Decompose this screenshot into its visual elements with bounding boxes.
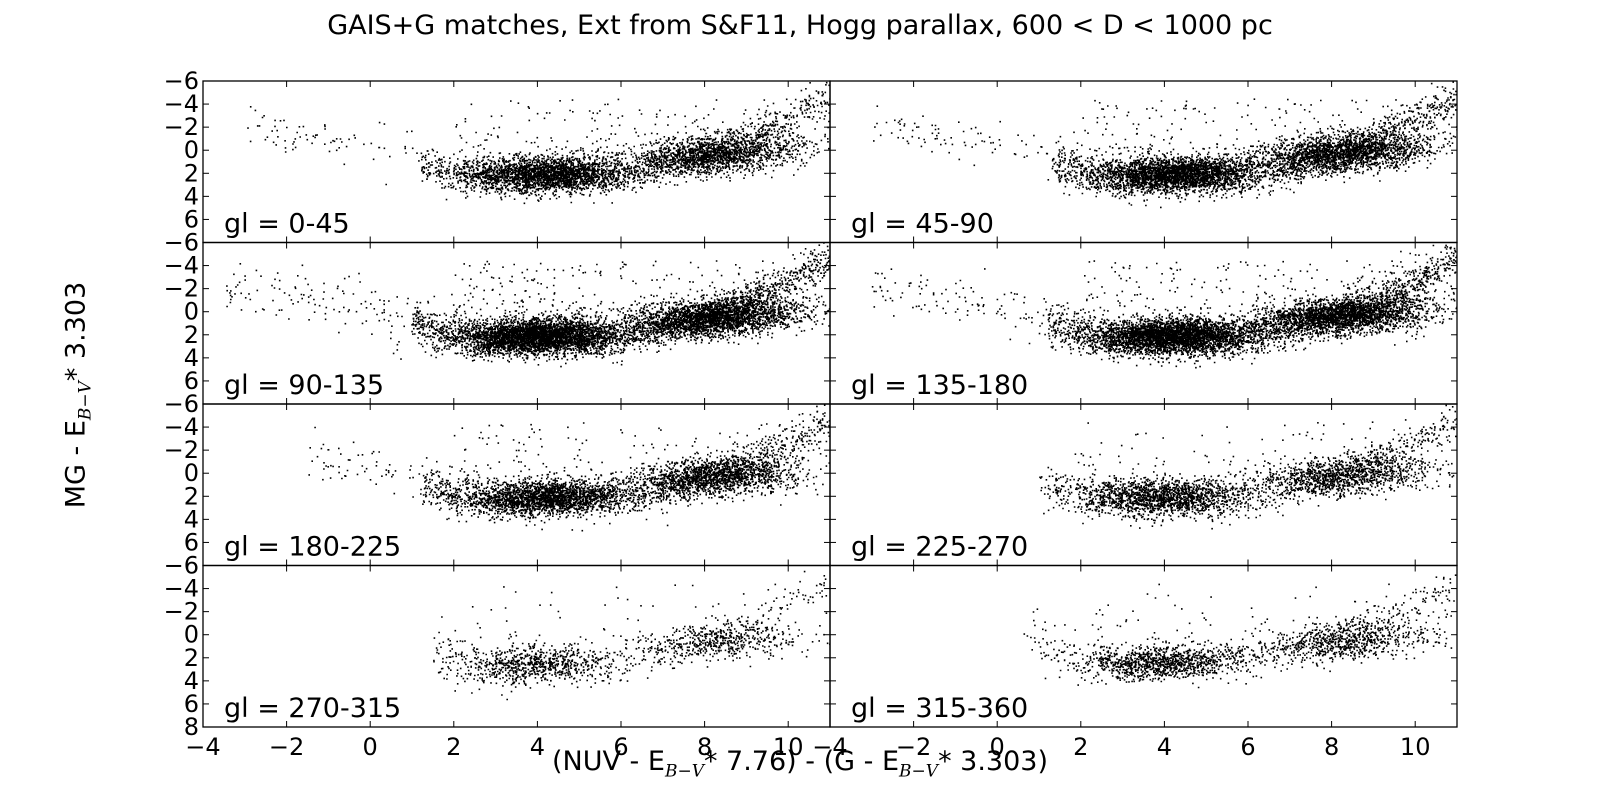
scatter-path <box>1023 574 1457 689</box>
panel-label: gl = 0-45 <box>224 209 350 240</box>
y-tick-label: 0 <box>184 621 199 649</box>
scatter-points <box>433 570 830 701</box>
scatter-points <box>871 244 1457 369</box>
panel-label: gl = 135-180 <box>851 370 1028 401</box>
y-tick-label: −4 <box>164 252 199 280</box>
y-tick-label: 6 <box>184 205 199 233</box>
panel-label: gl = 90-135 <box>224 370 384 401</box>
y-tick-label: −6 <box>164 552 199 580</box>
scatter-points <box>1039 404 1457 530</box>
panel-ticks <box>829 403 1457 566</box>
scatter-path <box>871 244 1457 369</box>
y-tick-label: 4 <box>184 344 199 372</box>
y-tick-label: 2 <box>184 321 199 349</box>
scatter-path <box>1039 404 1457 530</box>
y-tick-label: −6 <box>164 67 199 95</box>
x-axis-label-part1: (NUV - E <box>552 746 665 777</box>
x-tick-label: 0 <box>990 733 1005 761</box>
panel-label: gl = 180-225 <box>224 532 401 563</box>
panel-ticks: −4 −2 0 2 4 6 8 10 <box>812 565 1457 761</box>
panel-4: gl = 135-180 <box>829 241 1458 405</box>
panel-frame <box>829 564 1458 728</box>
y-tick-label: 4 <box>184 182 199 210</box>
y-axis-label: MG - EB−V* 3.303 <box>60 282 95 509</box>
scatter-path <box>873 81 1457 209</box>
y-tick-label: 0 <box>184 298 199 326</box>
x-axis-label-part2: * 7.76) - (G - E <box>703 746 900 777</box>
x-tick-label: −2 <box>269 733 304 761</box>
y-tick-label: −2 <box>164 436 199 464</box>
panel-6: gl = 225-270 <box>829 403 1458 567</box>
y-tick-label: −4 <box>164 413 199 441</box>
x-axis-label: (NUV - EB−V* 7.76) - (G - EB−V* 3.303) <box>0 746 1600 781</box>
y-tick-label: −2 <box>164 598 199 626</box>
panel-label: gl = 45-90 <box>851 209 994 240</box>
y-tick-label: 6 <box>184 690 199 718</box>
panel-8: −4 −2 0 2 4 6 8 10 gl = 315-360 <box>812 564 1458 761</box>
y-tick-label: −4 <box>164 90 199 118</box>
y-tick-label: 0 <box>184 459 199 487</box>
y-tick-label: 4 <box>184 667 199 695</box>
x-tick-label: 4 <box>530 733 545 761</box>
y-tick-label: −6 <box>164 390 199 418</box>
scatter-path <box>247 81 830 205</box>
x-axis-label-sub1: B−V <box>664 761 704 782</box>
y-tick-label: 0 <box>184 136 199 164</box>
y-tick-label: 4 <box>184 505 199 533</box>
y-tick-label: −2 <box>164 113 199 141</box>
scatter-points <box>247 81 830 205</box>
x-tick-label: 10 <box>773 733 804 761</box>
x-tick-label: 2 <box>446 733 461 761</box>
x-tick-label: −2 <box>896 733 931 761</box>
scatter-path <box>308 404 830 532</box>
y-tick-label: 6 <box>184 528 199 556</box>
x-tick-label: 8 <box>1324 733 1339 761</box>
y-tick-label: −6 <box>164 229 199 257</box>
x-tick-label: 8 <box>697 733 712 761</box>
y-tick-label: 2 <box>184 482 199 510</box>
x-tick-label: 4 <box>1157 733 1172 761</box>
y-axis-label-part1: MG - E <box>60 420 92 509</box>
x-tick-label: 6 <box>613 733 628 761</box>
x-tick-label: 0 <box>363 733 378 761</box>
x-tick-label: 2 <box>1073 733 1088 761</box>
y-tick-label: 2 <box>184 159 199 187</box>
x-axis-label-part3: * 3.303) <box>938 746 1048 777</box>
x-tick-label: 10 <box>1400 733 1431 761</box>
panel-2: gl = 45-90 <box>829 80 1458 244</box>
panel-label: gl = 270-315 <box>224 693 401 724</box>
y-axis-label-part2: * 3.303 <box>60 281 92 382</box>
scatter-points <box>1023 574 1457 689</box>
scatter-path <box>226 242 830 368</box>
x-tick-label: −4 <box>812 733 847 761</box>
scatter-points <box>226 242 830 368</box>
y-tick-label: 2 <box>184 644 199 672</box>
x-axis-label-sub2: B−V <box>899 761 939 782</box>
scatter-points <box>873 81 1457 209</box>
y-tick-label: −2 <box>164 275 199 303</box>
chart-title: GAIS+G matches, Ext from S&F11, Hogg par… <box>327 10 1273 41</box>
y-tick-label: 8 <box>184 713 199 741</box>
y-axis-label-sub1: B−V <box>75 381 96 421</box>
y-tick-label: 6 <box>184 367 199 395</box>
x-tick-label: 6 <box>1240 733 1255 761</box>
y-tick-label: −4 <box>164 575 199 603</box>
x-tick-label: −4 <box>185 733 220 761</box>
panel-label: gl = 315-360 <box>851 693 1028 724</box>
scatter-points <box>308 404 830 532</box>
scatter-path <box>433 570 830 701</box>
panel-ticks <box>829 242 1457 405</box>
panel-label: gl = 225-270 <box>851 532 1028 563</box>
